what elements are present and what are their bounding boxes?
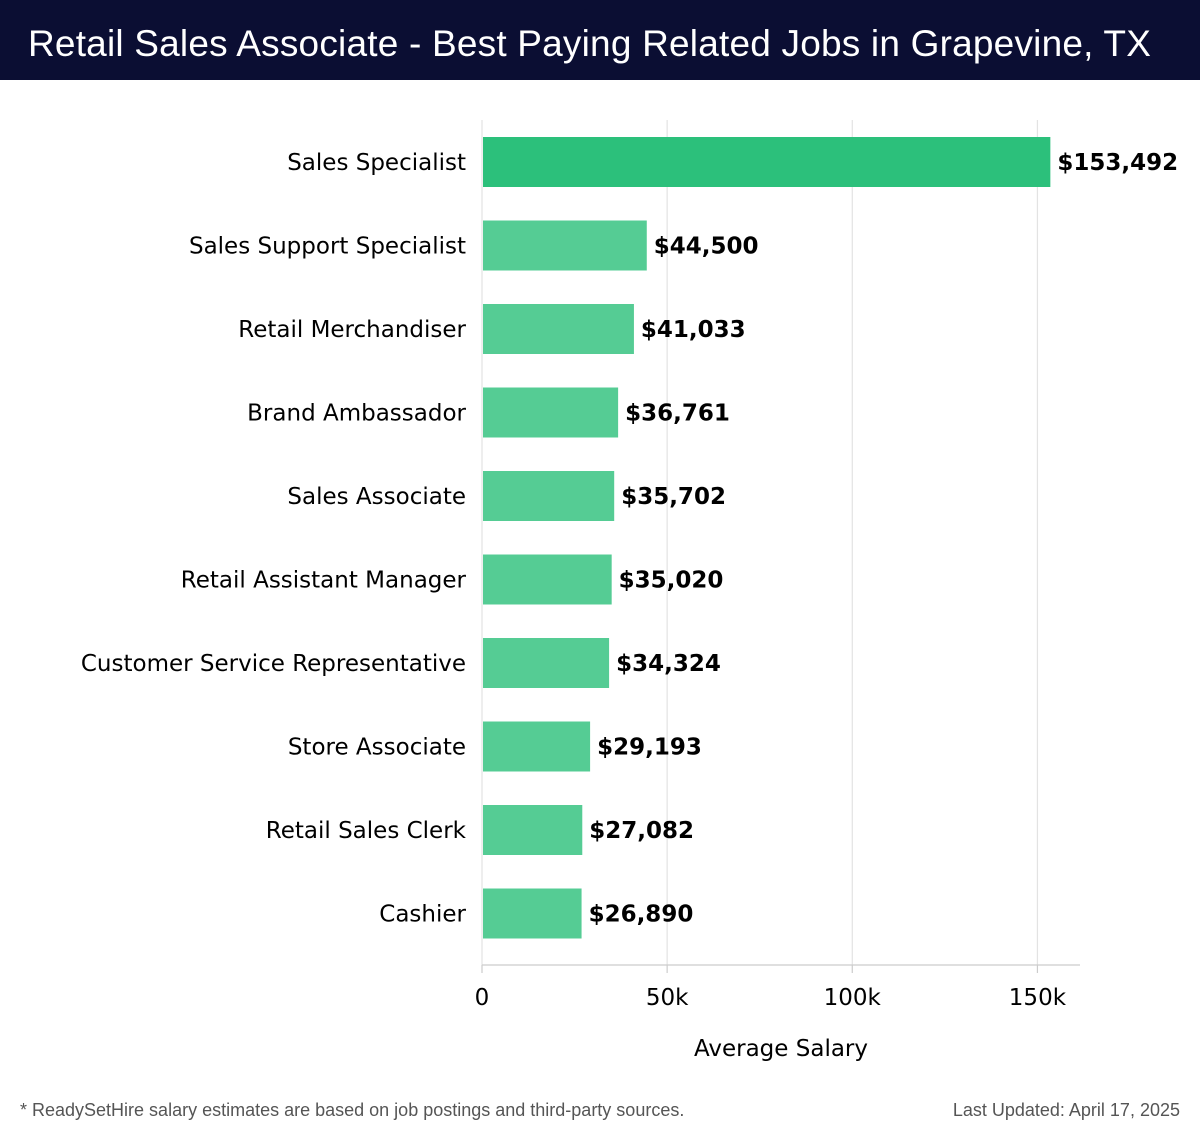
bar — [483, 721, 591, 772]
category-label: Retail Assistant Manager — [181, 568, 467, 594]
bar — [483, 554, 612, 605]
x-axis-title: Average Salary — [694, 1036, 868, 1062]
category-label: Store Associate — [288, 735, 466, 761]
value-label: $35,020 — [619, 568, 724, 594]
category-label: Retail Merchandiser — [238, 317, 466, 343]
category-label: Sales Associate — [287, 484, 466, 510]
bar — [483, 304, 634, 354]
bar — [483, 805, 583, 855]
x-tick-label: 0 — [475, 985, 490, 1011]
category-label: Brand Ambassador — [247, 401, 466, 427]
value-label: $29,193 — [597, 735, 702, 761]
bar — [483, 888, 582, 939]
header-bar: Retail Sales Associate - Best Paying Rel… — [0, 0, 1200, 80]
bar — [483, 471, 615, 521]
category-label: Customer Service Representative — [81, 651, 466, 677]
bar — [483, 387, 619, 438]
last-updated: Last Updated: April 17, 2025 — [952, 1100, 1180, 1120]
category-label: Cashier — [379, 902, 466, 928]
value-label: $41,033 — [641, 317, 746, 343]
bar — [483, 137, 1051, 187]
bar — [483, 638, 610, 688]
value-label: $34,324 — [616, 651, 721, 677]
salary-bar-chart: Sales Specialist $153,492 Sales Support Sp… — [81, 120, 1178, 1062]
value-label: $27,082 — [589, 818, 694, 844]
x-tick-label: 50k — [646, 985, 689, 1011]
value-label: $26,890 — [589, 902, 694, 928]
page-title: Retail Sales Associate - Best Paying Rel… — [28, 23, 1152, 64]
bar — [483, 220, 647, 271]
value-label: $36,761 — [625, 401, 730, 427]
x-tick-label: 150k — [1009, 985, 1067, 1011]
value-label: $153,492 — [1057, 150, 1178, 176]
category-label: Sales Support Specialist — [189, 234, 466, 260]
category-label: Sales Specialist — [287, 150, 466, 176]
value-label: $44,500 — [654, 234, 759, 260]
footer-note: * ReadySetHire salary estimates are base… — [20, 1100, 685, 1120]
value-label: $35,702 — [621, 484, 726, 510]
x-tick-label: 100k — [824, 985, 882, 1011]
category-label: Retail Sales Clerk — [266, 818, 467, 844]
